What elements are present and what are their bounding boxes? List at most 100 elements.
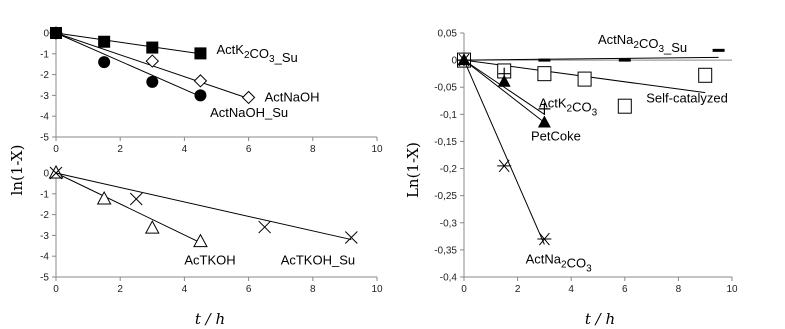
y-tick-label: -3 [40, 91, 49, 102]
fit-line-actkoh [55, 172, 201, 244]
x-tick-label: 6 [246, 144, 252, 155]
y-tick-label: -0,35 [434, 245, 457, 256]
x-tick-label: 6 [246, 284, 252, 295]
y-tick-label: -0,25 [434, 191, 457, 202]
fit-line-actk2co3 [463, 59, 545, 115]
series-actnaoh-su [50, 27, 207, 102]
data-point-self-catalyzed [698, 67, 713, 83]
data-point-actnaoh-su [50, 27, 62, 39]
label-actk2co3: ActK2CO3 [539, 95, 598, 118]
x-tick-label: 0 [53, 284, 59, 295]
x-tick-label: 10 [371, 284, 383, 295]
data-point-actna2co3 [497, 159, 512, 173]
y-tick-label: -1 [40, 189, 49, 200]
y-tick-label: 0,05 [438, 29, 458, 40]
data-point-actk2co3-su [194, 47, 207, 60]
x-tick-label: 2 [117, 284, 123, 295]
y-tick-label: -2 [40, 210, 49, 221]
label-actna2co3: ActNa2CO3 [526, 251, 592, 274]
label-actna2co3-su: ActNa2CO3_Su [598, 32, 687, 55]
label-actkoh: AcTKOH [184, 253, 235, 268]
data-point-self-catalyzed [577, 71, 592, 87]
data-point-actnaoh-su [146, 75, 159, 88]
data-point-actk2co3-su [98, 35, 111, 48]
data-point-actna2co3 [457, 53, 471, 67]
x-tick-label: 8 [676, 284, 682, 295]
x-tick-label: 6 [622, 284, 628, 295]
data-point-actkoh-su [258, 220, 272, 234]
y-tick-label: -1 [40, 49, 49, 60]
fit-line-petcoke [463, 59, 545, 123]
data-point-actnaoh-su [98, 56, 111, 69]
x-axis-label-left: t / h [195, 310, 225, 328]
y-tick-label: -0,4 [440, 273, 458, 284]
fit-line-actna2co3-su [463, 56, 719, 61]
y-tick-label: -4 [40, 252, 49, 263]
panel-top-left: 0 -1 -2 -3 -4 -5 0 2 4 6 8 10 ActK2CO3_Su ActNaOHActN… [40, 26, 383, 155]
x-tick-label: 4 [182, 284, 188, 295]
y-tick-label: 0 [43, 169, 49, 180]
y-tick-label: -3 [40, 231, 49, 242]
x-tick-label: 8 [310, 284, 316, 295]
y-tick-label: 0 [451, 56, 457, 67]
series-petcoke [457, 53, 551, 128]
data-point-actkoh [193, 233, 208, 248]
y-tick-label: -4 [40, 112, 49, 123]
label-actnaoh: ActNaOH [265, 90, 320, 105]
x-tick-label: 10 [371, 144, 383, 155]
data-point-petcoke [497, 74, 511, 87]
series-actkoh [48, 164, 208, 248]
y-tick-label: -0,15 [434, 137, 457, 148]
x-tick-label: 4 [182, 144, 188, 155]
x-tick-label: 2 [515, 284, 521, 295]
series-actnaoh [49, 26, 256, 105]
data-point-actkoh-su [49, 166, 63, 180]
series-actkoh-su [49, 166, 358, 244]
data-point-actnaoh-su [194, 89, 207, 102]
data-point-actkoh [144, 220, 160, 234]
data-point-actna2co3-su [712, 48, 725, 52]
x-tick-label: 0 [461, 284, 467, 295]
label-actk2co3-su: ActK2CO3_Su [217, 42, 298, 65]
x-tick-label: 2 [117, 144, 123, 155]
fit-line-actna2co3 [463, 59, 545, 245]
label-petcoke: PetCoke [531, 128, 581, 143]
data-point-actna2co3-su [618, 58, 631, 62]
x-tick-label: 4 [568, 284, 574, 295]
data-point-petcoke [457, 53, 471, 66]
data-point-actk2co3-su [146, 41, 159, 54]
y-tick-label: -0,2 [440, 164, 458, 175]
panel-right: 0,05 0 -0,05 -0,1 -0,15 -0,2 -0,25 -0,3 -0,35 -0,… [434, 29, 738, 296]
fit-line-actkoh-su [55, 172, 352, 241]
x-tick-label: 10 [726, 284, 738, 295]
panel-bottom-left: 0 -1 -2 -3 -4 -5 0 2 4 6 8 10 AcTKOH AcTKOH_Su [40, 164, 383, 295]
y-tick-label: -0,05 [434, 83, 457, 94]
data-point-actkoh [96, 190, 112, 205]
y-tick-label: -0,3 [440, 218, 458, 229]
data-point-actnaoh [241, 90, 256, 105]
data-point-petcoke [537, 115, 551, 128]
y-tick-label: -2 [40, 70, 49, 81]
x-axis-label-right: t / h [585, 310, 615, 328]
data-point-actkoh-su [129, 192, 143, 206]
y-axis-label-right: Ln(1-X) [404, 142, 422, 198]
data-point-actkoh-su [344, 231, 358, 244]
y-tick-label: 0 [43, 29, 49, 40]
data-point-self-catalyzed [617, 98, 632, 114]
label-actnaoh-su: ActNaOH_Su [210, 105, 288, 120]
label-self-catalyzed: Self-catalyzed [646, 90, 728, 105]
data-point-actkoh [48, 164, 64, 179]
y-tick-label: -5 [40, 273, 49, 284]
data-point-actnaoh [193, 74, 208, 88]
y-axis-label-left: ln(1-X) [8, 145, 26, 196]
series-actk2co3-su [50, 27, 207, 60]
data-point-actna2co3-su [538, 58, 551, 62]
label-actkoh-su: AcTKOH_Su [281, 253, 355, 268]
data-point-self-catalyzed [537, 66, 552, 82]
fit-line-actk2co3-su [55, 32, 201, 55]
x-tick-label: 0 [53, 144, 59, 155]
y-tick-label: -5 [40, 133, 49, 144]
x-tick-label: 8 [310, 144, 316, 155]
series-actna2co3 [457, 53, 552, 246]
